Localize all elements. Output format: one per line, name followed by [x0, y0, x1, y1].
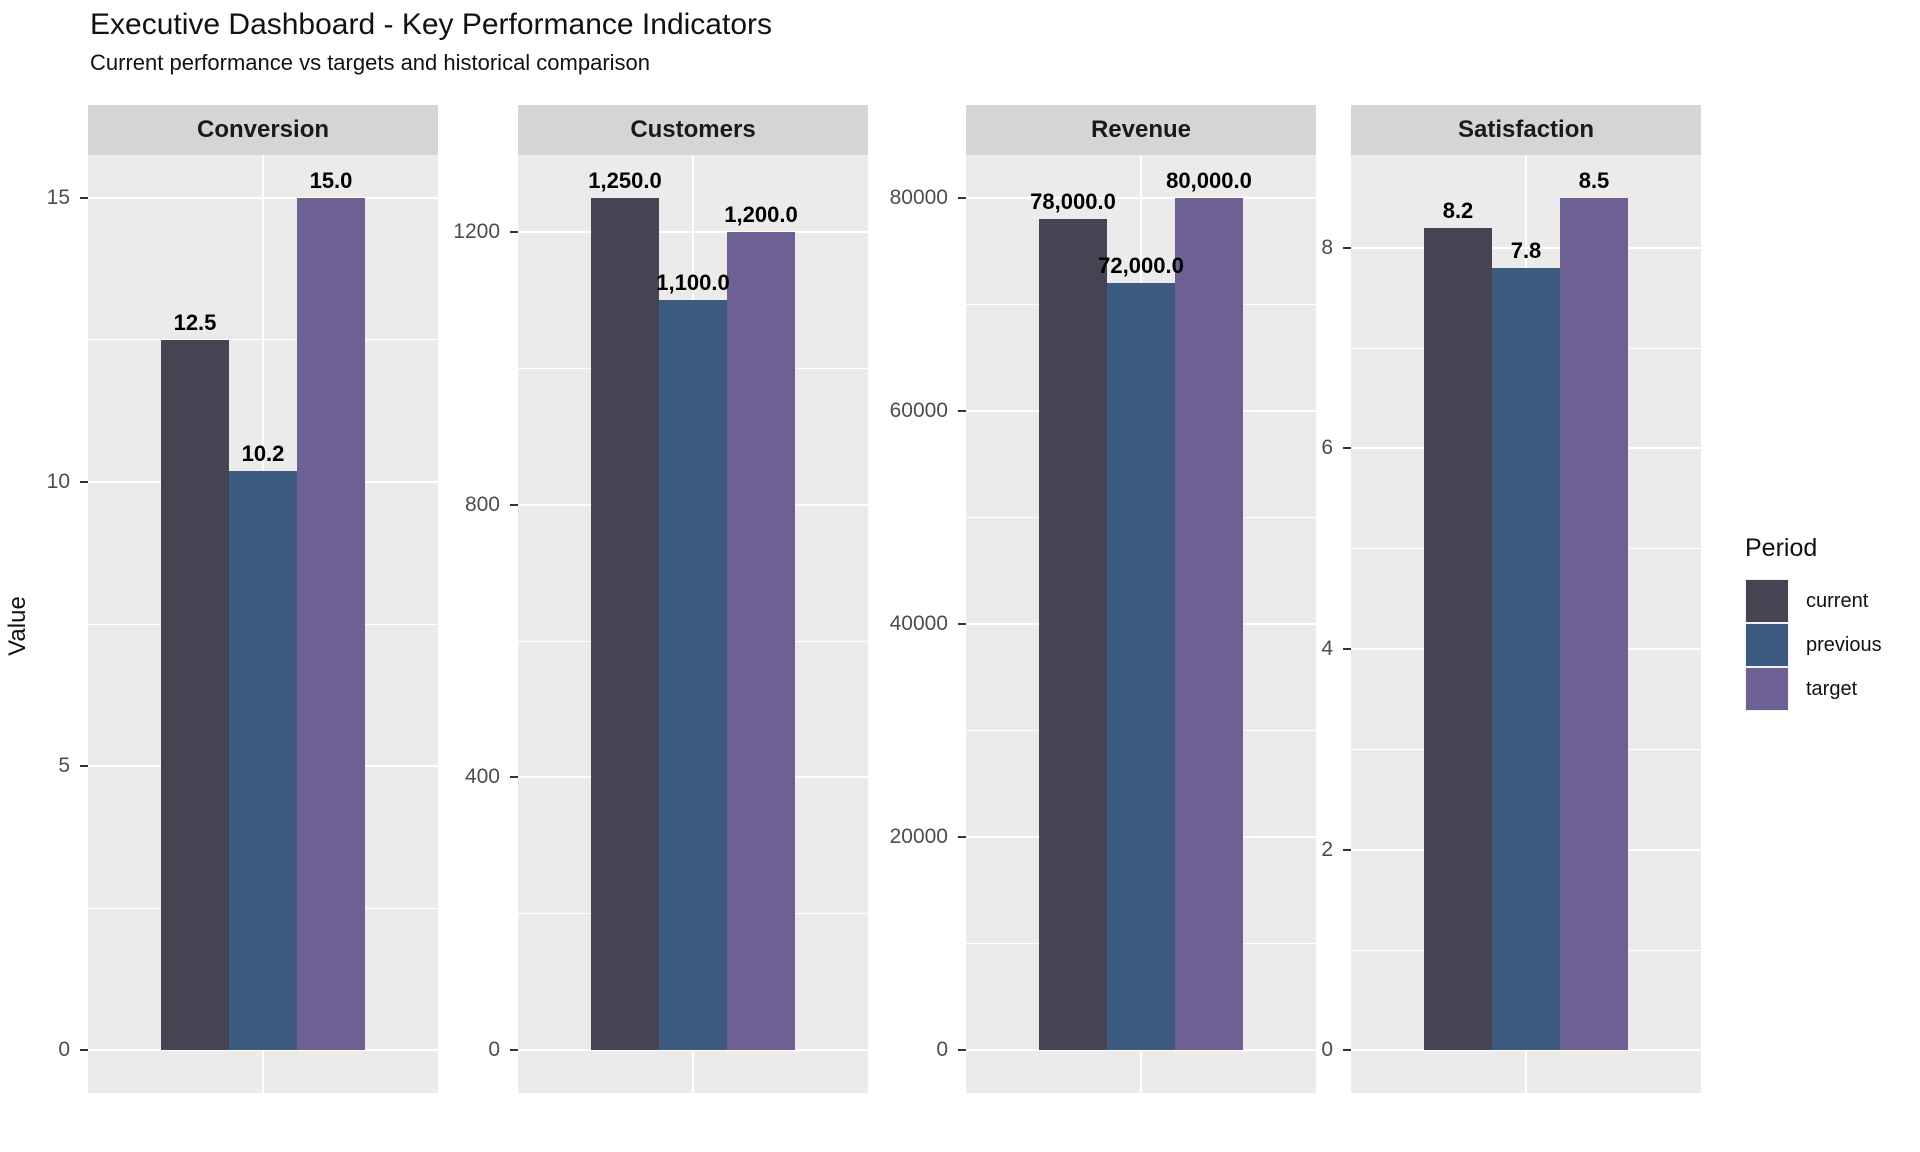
legend-label: previous: [1806, 633, 1882, 656]
bar-conversion-previous: [229, 470, 297, 1051]
y-tick-label: 2: [1321, 837, 1333, 861]
y-tick-label: 6: [1321, 436, 1333, 460]
y-tick-mark: [1343, 848, 1351, 851]
bar-value-label-revenue-previous: 72,000.0: [1098, 252, 1184, 278]
facet-strip-conversion: Conversion: [88, 105, 438, 155]
y-tick-mark: [1343, 1049, 1351, 1052]
y-tick-mark: [958, 196, 966, 199]
facet-customers: Customers 1,250.0 1,100.0 1,200.0 0 400 800 120…: [453, 105, 868, 1093]
y-tick-label: 0: [58, 1038, 70, 1062]
y-tick-mark: [80, 765, 88, 768]
y-tick-mark: [1343, 246, 1351, 249]
legend: Period current previous target: [1745, 534, 1917, 711]
y-tick-label: 15: [46, 185, 70, 209]
bar-customers-previous: [659, 299, 727, 1051]
y-tick-mark: [1343, 447, 1351, 450]
y-axis-title: Value: [4, 596, 31, 656]
bar-satisfaction-previous: [1492, 267, 1560, 1051]
bar-value-label-conversion-current: 12.5: [173, 309, 217, 335]
y-tick-mark: [510, 230, 518, 233]
bar-revenue-current: [1039, 218, 1107, 1051]
y-tick-mark: [958, 623, 966, 625]
legend-swatch-target: [1745, 667, 1789, 711]
bar-value-label-satisfaction-previous: 7.8: [1510, 237, 1542, 263]
y-tick-mark: [958, 409, 966, 412]
y-tick-mark: [80, 196, 88, 199]
facet-panel-customers: 1,250.0 1,100.0 1,200.0: [518, 155, 868, 1093]
facet-panel-revenue: 78,000.0 72,000.0 80,000.0: [966, 155, 1316, 1093]
facet-revenue: Revenue 78,000.0 72,000.0 80,000.0 0 20000 400…: [890, 105, 1316, 1093]
y-tick-label: 40000: [889, 612, 948, 635]
bar-value-label-satisfaction-current: 8.2: [1442, 197, 1474, 223]
bar-value-label-conversion-target: 15.0: [309, 167, 353, 193]
y-tick-label: 8: [1321, 235, 1333, 259]
y-tick-mark: [1343, 648, 1351, 651]
y-tick-mark: [958, 836, 966, 839]
y-tick-label: 0: [1321, 1038, 1333, 1062]
legend-item-current: current: [1745, 579, 1917, 623]
legend-title: Period: [1745, 534, 1818, 562]
y-tick-label: 800: [464, 492, 500, 516]
facet-satisfaction: Satisfaction 8.2 7.8 8.5 0 2 4 6 8: [1321, 105, 1701, 1093]
bar-value-label-revenue-current: 78,000.0: [1030, 188, 1116, 214]
bar-customers-current: [591, 197, 659, 1051]
y-tick-label: 400: [464, 765, 500, 789]
y-tick-label: 1200: [453, 219, 500, 243]
chart-title: Executive Dashboard - Key Performance In…: [90, 8, 772, 41]
facet-panel-satisfaction: 8.2 7.8 8.5: [1351, 155, 1701, 1093]
y-tick-label: 20000: [889, 825, 948, 849]
facet-strip-revenue: Revenue: [966, 105, 1316, 155]
bar-value-label-conversion-previous: 10.2: [241, 440, 285, 466]
y-tick-mark: [510, 503, 518, 506]
bar-value-label-customers-previous: 1,100.0: [656, 269, 730, 295]
legend-item-target: target: [1745, 667, 1917, 711]
y-tick-mark: [80, 480, 88, 483]
y-tick-label: 0: [488, 1038, 500, 1062]
bar-conversion-current: [161, 339, 229, 1051]
y-tick-label: 5: [58, 754, 70, 778]
bar-conversion-target: [297, 197, 365, 1051]
facet-conversion: Conversion 12.5 10.2 15.0 0 5 10 15: [47, 105, 438, 1093]
bar-value-label-customers-target: 1,200.0: [724, 201, 798, 227]
bar-value-label-customers-current: 1,250.0: [588, 167, 662, 193]
y-tick-mark: [510, 776, 518, 779]
y-tick-mark: [510, 1049, 518, 1052]
facet-strip-satisfaction: Satisfaction: [1351, 105, 1701, 155]
y-tick-label: 4: [1321, 637, 1333, 661]
chart-subtitle: Current performance vs targets and histo…: [90, 50, 651, 75]
bar-value-label-satisfaction-target: 8.5: [1578, 167, 1610, 193]
facet-strip-customers: Customers: [518, 105, 868, 155]
bar-value-label-revenue-target: 80,000.0: [1166, 167, 1252, 193]
legend-swatch-previous: [1745, 623, 1789, 667]
legend-item-previous: previous: [1745, 623, 1917, 667]
y-tick-mark: [80, 1049, 88, 1052]
legend-swatch-current: [1745, 579, 1789, 623]
y-tick-label: 60000: [889, 398, 948, 422]
bar-revenue-target: [1175, 197, 1243, 1051]
y-tick-mark: [958, 1049, 966, 1052]
legend-label: current: [1806, 589, 1869, 612]
facet-panel-conversion: 12.5 10.2 15.0: [88, 155, 438, 1093]
bar-customers-target: [727, 231, 795, 1051]
bar-satisfaction-target: [1560, 197, 1628, 1051]
bar-revenue-previous: [1107, 282, 1175, 1051]
y-tick-label: 80000: [889, 185, 948, 209]
legend-items: current previous target: [1745, 579, 1917, 711]
legend-label: target: [1806, 677, 1858, 700]
bar-satisfaction-current: [1424, 227, 1492, 1051]
y-tick-label: 0: [936, 1038, 948, 1062]
y-tick-label: 10: [46, 469, 70, 493]
